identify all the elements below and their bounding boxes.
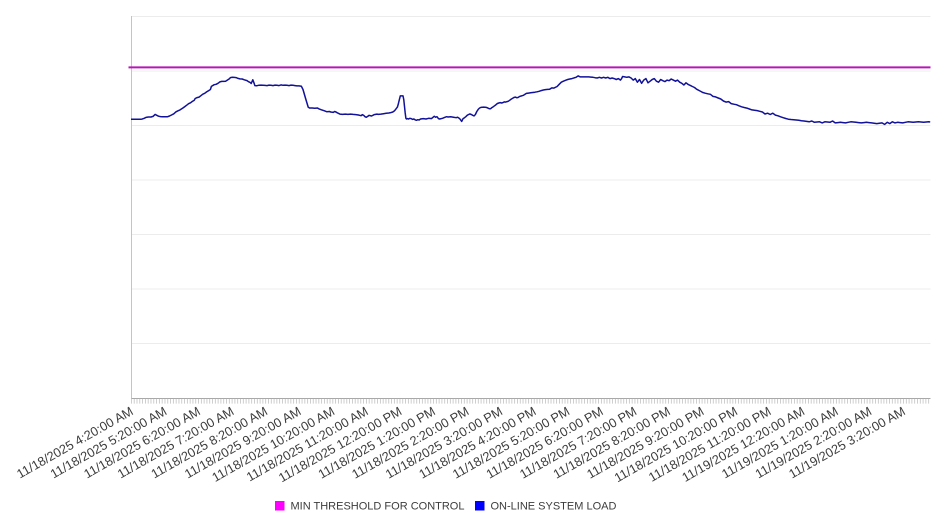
svg-text:ON-LINE SYSTEM LOAD: ON-LINE SYSTEM LOAD xyxy=(491,501,617,513)
svg-text:MIN THRESHOLD FOR CONTROL: MIN THRESHOLD FOR CONTROL xyxy=(291,501,465,513)
